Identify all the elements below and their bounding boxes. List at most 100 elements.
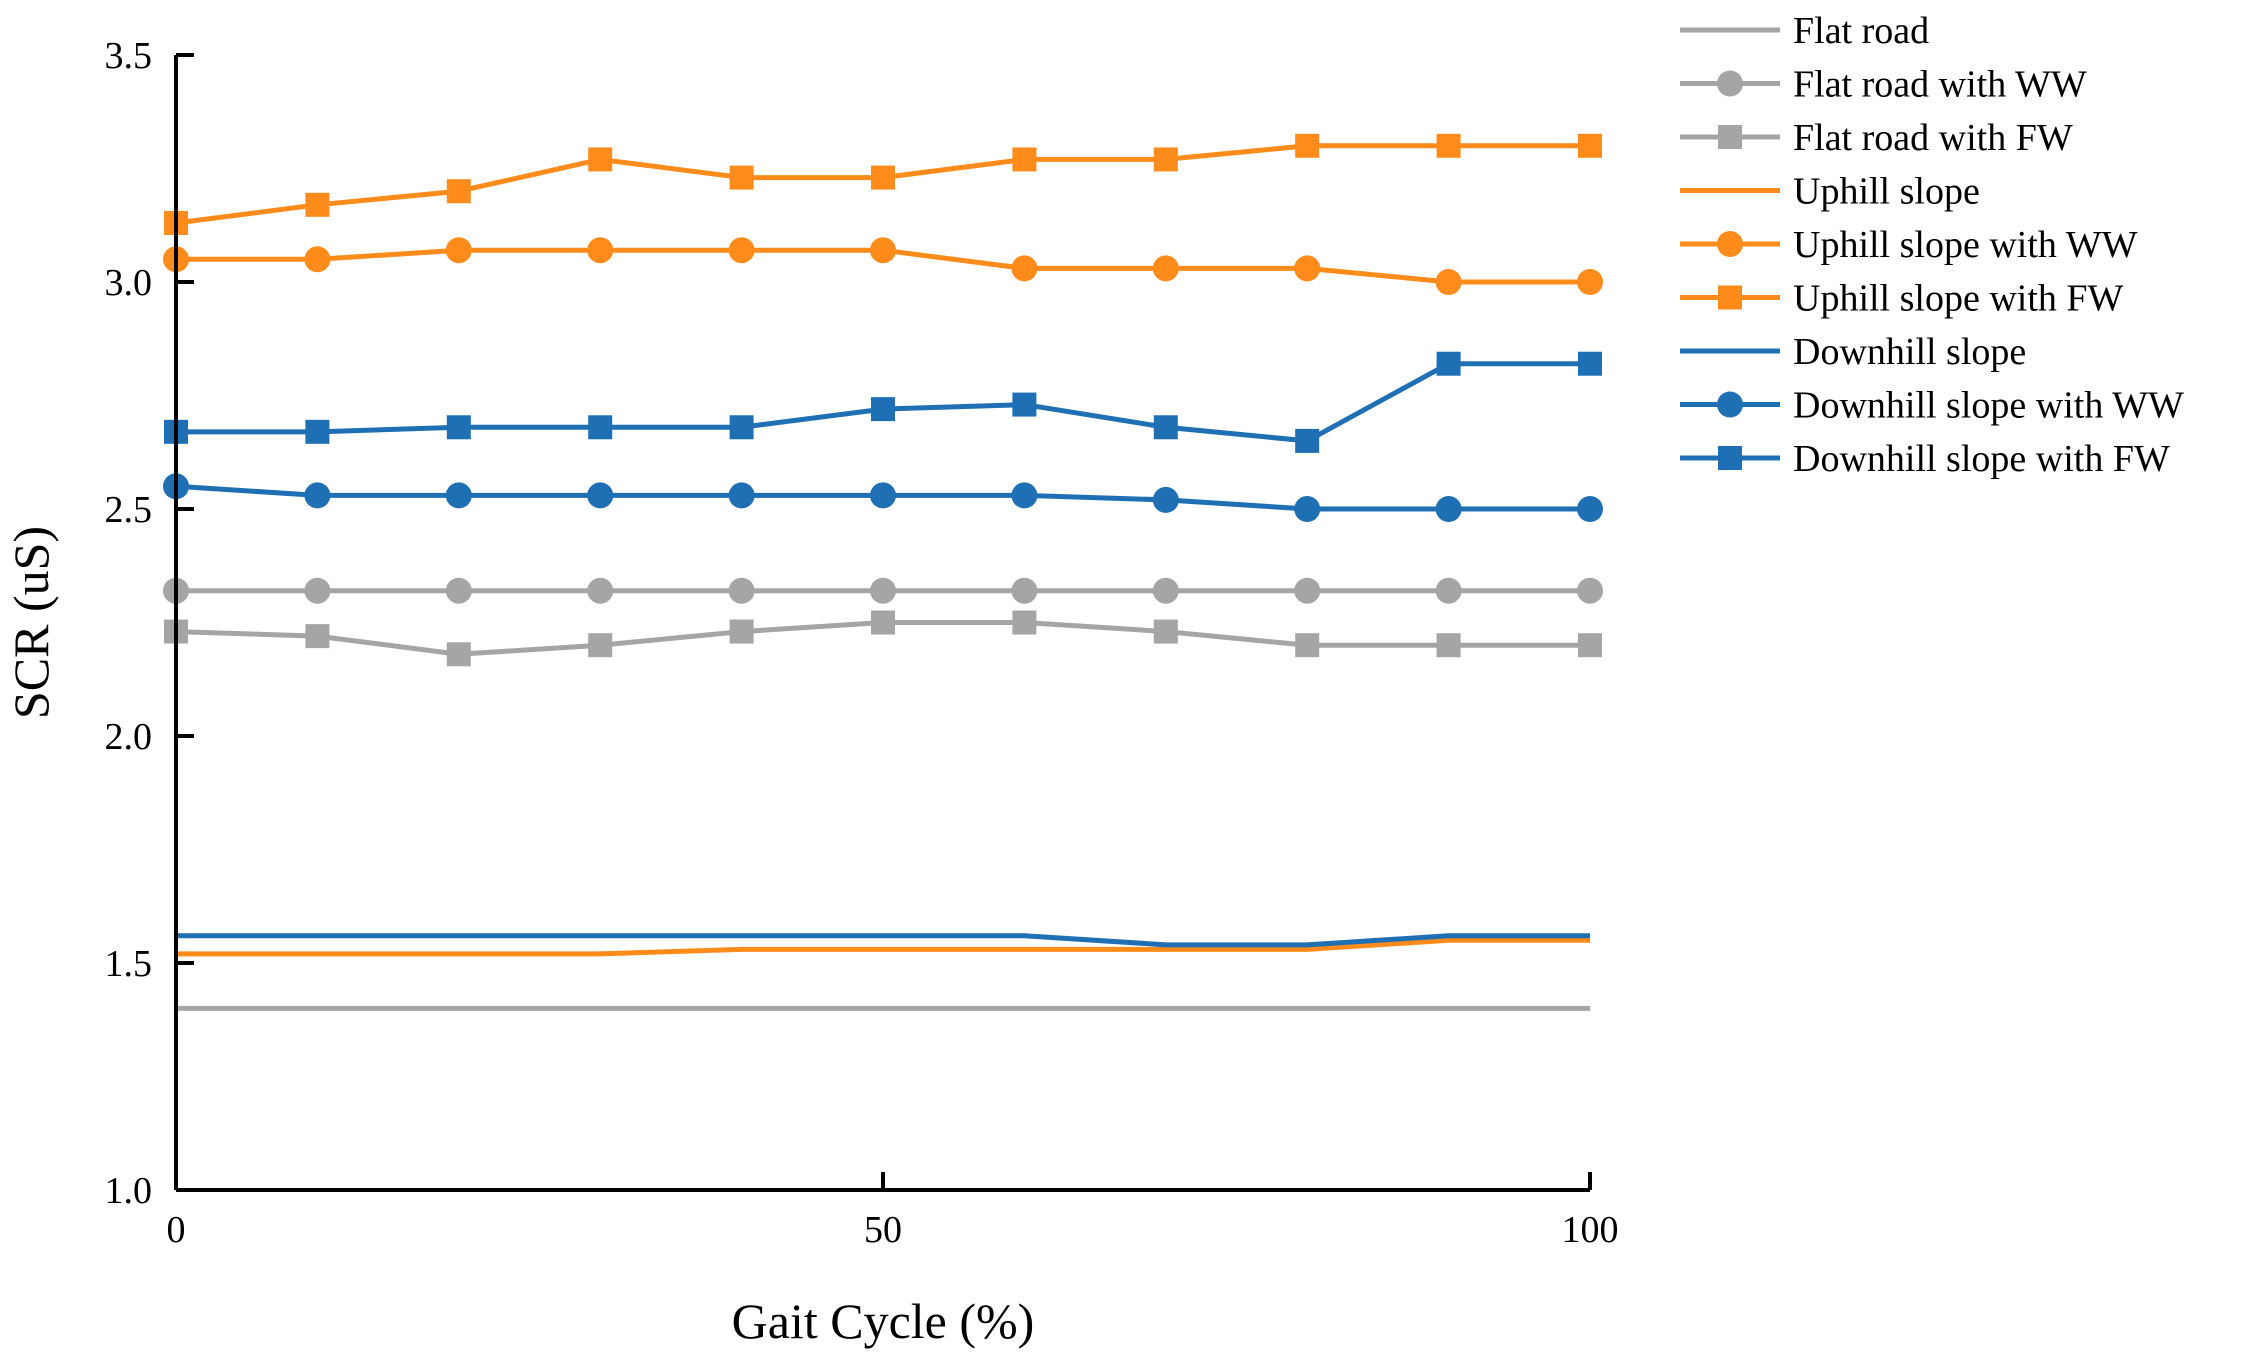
legend-label: Uphill slope (1793, 171, 1980, 213)
series-uphill-slope-with-fw (164, 133, 1602, 235)
legend-label: Flat road with FW (1793, 117, 2073, 159)
data-point (446, 179, 471, 204)
ticks-layer: 1.0 1.5 2.0 2.5 3.0 3.5 0 50 100 (105, 35, 1619, 1251)
data-point (587, 482, 614, 509)
legend-label: Flat road (1793, 10, 1929, 52)
data-point (1294, 577, 1321, 604)
data-point (588, 633, 613, 658)
data-point (1435, 269, 1462, 295)
data-point (1294, 496, 1321, 522)
series-line (176, 933, 1590, 948)
series-flat-road-with-ww (163, 577, 1603, 604)
data-point (1011, 577, 1038, 604)
series-uphill-slope-with-ww (163, 237, 1603, 295)
y-tick-label: 3.0 (105, 262, 153, 304)
legend-label: Uphill slope with FW (1793, 278, 2124, 320)
data-point (1436, 351, 1461, 376)
legend-item: Downhill slope with FW (1680, 438, 2170, 480)
legend-item: Uphill slope with WW (1680, 224, 2138, 266)
data-point (1435, 577, 1462, 604)
data-point (446, 415, 471, 440)
data-point (1577, 269, 1603, 295)
legend-label: Downhill slope with WW (1793, 385, 2184, 427)
data-point (1577, 577, 1603, 604)
data-point (446, 642, 471, 667)
data-point (1295, 133, 1320, 158)
data-point (1295, 428, 1320, 453)
data-point (1011, 255, 1038, 282)
legend-swatch-marker (1718, 285, 1742, 310)
data-point (1436, 133, 1461, 158)
data-point (871, 165, 895, 190)
data-point (1294, 255, 1321, 282)
data-point (587, 577, 614, 604)
series-flat-road-with-fw (164, 610, 1602, 667)
legend-item: Downhill slope (1680, 331, 2026, 373)
y-tick-label: 1.0 (105, 1170, 153, 1212)
legend-label: Flat road with WW (1793, 64, 2087, 106)
data-point (1295, 633, 1320, 658)
x-tick-label: 0 (167, 1209, 186, 1251)
series-line (176, 937, 1590, 957)
y-tick-label: 3.5 (105, 35, 153, 77)
data-point (1012, 610, 1037, 635)
legend-item: Uphill slope (1680, 171, 1980, 213)
data-point (445, 482, 472, 509)
data-point (870, 237, 896, 264)
legend-label: Downhill slope with FW (1793, 438, 2170, 480)
data-point (305, 419, 330, 444)
legend: Flat road Flat road with WW Flat road with… (1680, 10, 2184, 480)
data-point (728, 482, 755, 509)
data-point (1153, 415, 1178, 440)
data-point (1152, 255, 1179, 282)
y-axis-title: SCR (uS) (3, 526, 59, 719)
y-tick-label: 2.5 (105, 489, 153, 531)
data-point (1578, 633, 1602, 658)
data-point (588, 147, 613, 172)
data-point (1152, 577, 1179, 604)
legend-swatch-marker (1717, 231, 1743, 257)
data-point (871, 397, 895, 422)
legend-swatch-marker (1717, 391, 1743, 418)
data-point (1578, 133, 1602, 158)
legend-swatch-marker (1718, 446, 1742, 470)
data-point (870, 577, 896, 604)
legend-swatch-marker (1718, 125, 1742, 149)
legend-label: Downhill slope (1793, 331, 2026, 373)
data-point (1012, 392, 1037, 417)
legend-item: Flat road (1680, 10, 1929, 52)
data-point (728, 577, 755, 604)
data-point (305, 192, 330, 217)
data-point (870, 482, 896, 509)
data-point (587, 237, 614, 264)
data-point (304, 577, 331, 604)
series-downhill-slope (176, 933, 1590, 948)
data-point (729, 619, 754, 644)
data-point (1578, 351, 1602, 376)
data-point (1153, 619, 1178, 644)
data-point (729, 165, 754, 190)
x-tick-label: 50 (864, 1209, 902, 1251)
data-point (1577, 496, 1603, 522)
x-tick-label: 100 (1562, 1209, 1619, 1251)
series-downhill-slope-with-ww (163, 473, 1603, 522)
legend-item: Uphill slope with FW (1680, 278, 2124, 320)
data-point (445, 577, 472, 604)
data-point (1435, 496, 1462, 522)
series-downhill-slope-with-fw (164, 351, 1602, 453)
data-point (871, 610, 895, 635)
data-point (728, 237, 755, 264)
legend-item: Flat road with FW (1680, 117, 2073, 159)
data-point (445, 237, 472, 264)
y-tick-label: 1.5 (105, 943, 153, 985)
series-layer (163, 133, 1603, 1011)
data-point (1011, 482, 1038, 509)
y-tick-label: 2.0 (105, 716, 153, 758)
data-point (1436, 633, 1461, 658)
data-point (304, 246, 331, 273)
data-point (729, 415, 754, 440)
data-point (588, 415, 613, 440)
x-axis-title: Gait Cycle (%) (732, 1293, 1035, 1349)
data-point (1152, 486, 1179, 513)
